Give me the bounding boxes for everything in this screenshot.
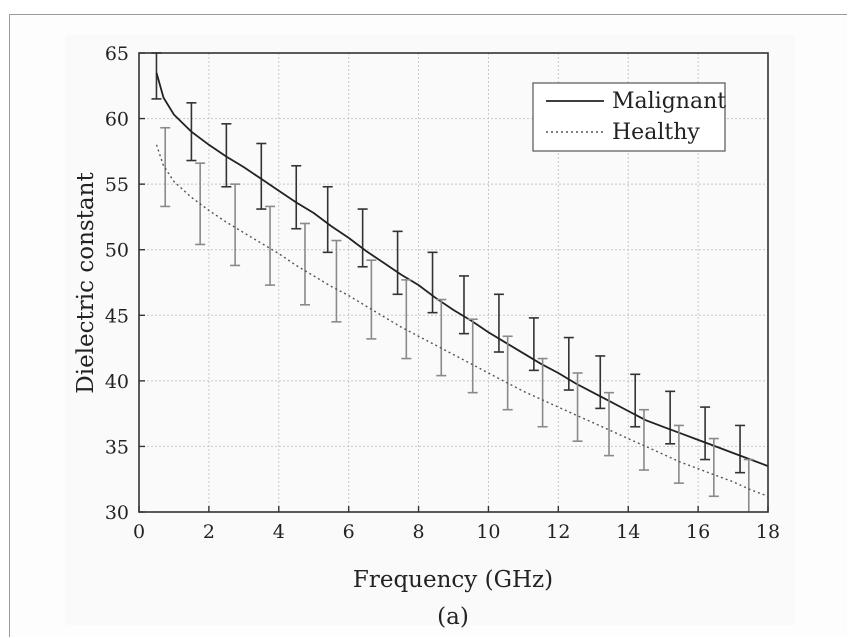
malignant-errorbar [221, 123, 232, 188]
y-axis-title: Dielectric constant [73, 172, 99, 394]
figure-frame: 0 2 4 6 8 10 12 14 16 18 30 35 40 45 50 55 60 65 Frequenc… [9, 14, 847, 637]
healthy-errorbar [160, 126, 171, 208]
ticks [138, 52, 769, 513]
tick-labels: 0 2 4 6 8 10 12 14 16 18 30 35 40 45 50 55 60 65 [105, 43, 780, 543]
healthy-errorbar [743, 458, 754, 512]
legend-label-healthy: Healthy [612, 120, 700, 145]
healthy-errorbar [673, 424, 684, 484]
healthy-errorbar [572, 372, 583, 442]
y-tick-label: 60 [105, 109, 129, 131]
healthy-errorbar [230, 183, 241, 267]
legend-box [532, 82, 726, 152]
malignant-errorbar [700, 406, 711, 461]
legend-label-malignant: Malignant [612, 89, 726, 114]
x-tick-label: 16 [686, 521, 710, 543]
plot-border [138, 52, 769, 513]
malignant-errorbar [595, 355, 606, 410]
malignant-errorbar [427, 251, 438, 314]
healthy-errorbar [401, 279, 412, 360]
x-tick-label: 12 [546, 521, 570, 543]
legend: Malignant Healthy [532, 82, 726, 152]
malignant-errorbar [528, 317, 539, 372]
x-tick-label: 14 [616, 521, 640, 543]
y-tick-label: 40 [105, 371, 129, 393]
malignant-errorbar [735, 424, 746, 474]
x-tick-label: 4 [273, 521, 285, 543]
malignant-errorbar [493, 293, 504, 353]
healthy-errorbar [436, 298, 447, 377]
healthy-errorbar [708, 437, 719, 498]
malignant-line [155, 72, 769, 467]
caption: (a) [437, 604, 469, 630]
healthy-errorbar [467, 318, 478, 394]
malignant-errorbar [392, 230, 403, 296]
healthy-errorbar [265, 205, 276, 286]
y-tick-label: 35 [105, 436, 129, 458]
grid [139, 53, 768, 512]
y-tick-label: 55 [105, 174, 129, 196]
x-tick-label: 18 [756, 521, 780, 543]
x-axis-title: Frequency (GHz) [353, 567, 553, 593]
y-tick-label: 30 [105, 502, 129, 524]
healthy-errorbar [604, 391, 615, 457]
healthy-errorbar [366, 259, 377, 340]
x-tick-label: 6 [343, 521, 355, 543]
malignant-errorbar [256, 142, 267, 210]
healthy-errorbar [299, 222, 310, 306]
malignant-errorbar [322, 185, 333, 254]
x-tick-label: 8 [413, 521, 425, 543]
malignant-errorbar [563, 336, 574, 391]
healthy-errorbar [502, 335, 513, 411]
malignant-errorbar [357, 208, 368, 268]
malignant-errorbar [630, 373, 641, 428]
x-tick-label: 10 [476, 521, 500, 543]
healthy-errorbar [331, 239, 342, 323]
series-layer [151, 52, 769, 512]
x-tick-label: 2 [203, 521, 215, 543]
dielectric-chart: 0 2 4 6 8 10 12 14 16 18 30 35 40 45 50 55 60 65 Frequenc… [65, 35, 795, 630]
healthy-errorbar [638, 408, 649, 471]
healthy-line [155, 144, 769, 497]
y-tick-label: 65 [105, 43, 129, 65]
malignant-errorbar [458, 275, 469, 335]
y-tick-label: 50 [105, 240, 129, 262]
malignant-errorbar [665, 390, 676, 445]
healthy-errorbar [537, 357, 548, 428]
x-tick-label: 0 [133, 521, 145, 543]
malignant-errorbar [291, 164, 302, 230]
y-tick-label: 45 [105, 305, 129, 327]
